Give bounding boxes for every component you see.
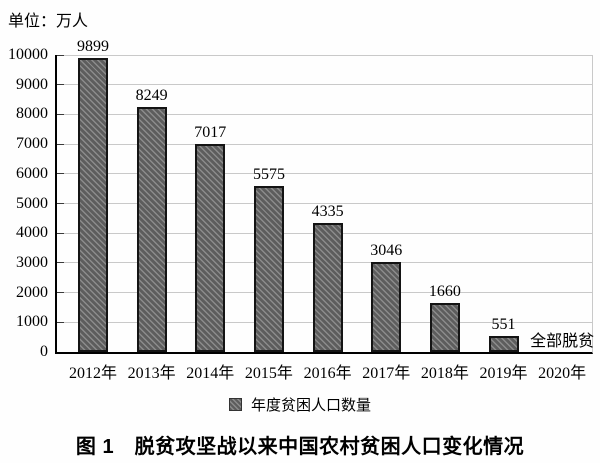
y-axis-label-8000: 8000 <box>16 105 48 123</box>
bar-2016年 <box>312 223 343 352</box>
bar-value-label-2017年: 3046 <box>370 241 403 259</box>
bar-2015年 <box>253 186 284 352</box>
y-axis-label-2000: 2000 <box>16 283 48 301</box>
y-axis-tick-9000 <box>57 84 64 86</box>
bar-value-label-2015年: 5575 <box>252 166 285 184</box>
gridline-6000 <box>57 173 592 175</box>
y-axis-tick-1000 <box>57 321 64 323</box>
gridline-5000 <box>57 203 592 204</box>
annotation-2020年: 全部脱贫 <box>530 333 595 350</box>
x-axis-label-2017年: 2017年 <box>362 365 411 382</box>
x-axis-label-2012年: 2012年 <box>68 365 118 382</box>
y-axis-label-6000: 6000 <box>16 164 48 182</box>
gridline-9000 <box>57 84 592 86</box>
y-axis-tick-3000 <box>57 262 64 264</box>
bar-2013年 <box>136 107 167 352</box>
bar-value-label-2013年: 8249 <box>135 87 168 105</box>
y-axis-label-7000: 7000 <box>16 135 48 153</box>
y-axis-tick-4000 <box>57 232 64 234</box>
y-axis-label-0: 0 <box>40 343 48 360</box>
x-axis-label-2019年: 2019年 <box>479 365 528 382</box>
legend-hatched-square-icon <box>228 398 242 411</box>
x-axis-label-2014年: 2014年 <box>186 365 235 382</box>
plot-area: 9899 8249 7017 5575 4335 3046 1660 551 全部脱贫 <box>55 38 595 354</box>
y-axis-label-3000: 3000 <box>16 253 48 271</box>
gridline-8000 <box>57 113 592 115</box>
gridline-7000 <box>57 143 592 145</box>
bar-value-label-2016年: 4335 <box>311 203 344 221</box>
bar-value-label-2018年: 1660 <box>428 282 461 300</box>
y-axis-tick-6000 <box>57 173 64 175</box>
y-axis-tick-5000 <box>57 203 64 204</box>
y-axis-label-9000: 9000 <box>16 75 48 93</box>
bar-value-label-2019年: 551 <box>491 315 516 333</box>
y-axis-tick-7000 <box>57 143 64 145</box>
legend: 年度贫困人口数量 <box>0 394 600 415</box>
y-axis-label-5000: 5000 <box>16 194 48 212</box>
figure-caption: 图 1 脱贫攻坚战以来中国农村贫困人口变化情况 <box>75 436 525 458</box>
y-axis-label-1000: 1000 <box>16 313 48 331</box>
bar-value-label-2012年: 9899 <box>77 38 109 55</box>
y-axis-tick-2000 <box>57 292 64 294</box>
bar-2012年 <box>78 58 108 352</box>
bar-2018年 <box>429 302 460 352</box>
unit-label: 单位：万人 <box>8 13 89 30</box>
y-axis-label-10000: 10000 <box>8 46 48 63</box>
x-axis-label-2013年: 2013年 <box>127 365 176 382</box>
x-axis-label-2018年: 2018年 <box>420 365 469 382</box>
y-axis-tick-8000 <box>57 113 64 115</box>
y-axis-label-4000: 4000 <box>16 224 48 242</box>
bar-2019年 <box>488 335 519 352</box>
x-axis-label-2015年: 2015年 <box>244 365 293 382</box>
bar-value-label-2014年: 7017 <box>194 123 227 141</box>
bar-2017年 <box>371 261 402 352</box>
gridline-10000 <box>57 54 592 56</box>
y-axis-tick-10000 <box>57 54 64 56</box>
x-axis-label-2020年: 2020年 <box>538 365 587 382</box>
legend-label: 年度贫困人口数量 <box>250 398 371 414</box>
bar-2014年 <box>195 143 226 352</box>
x-axis-label-2016年: 2016年 <box>303 365 352 382</box>
